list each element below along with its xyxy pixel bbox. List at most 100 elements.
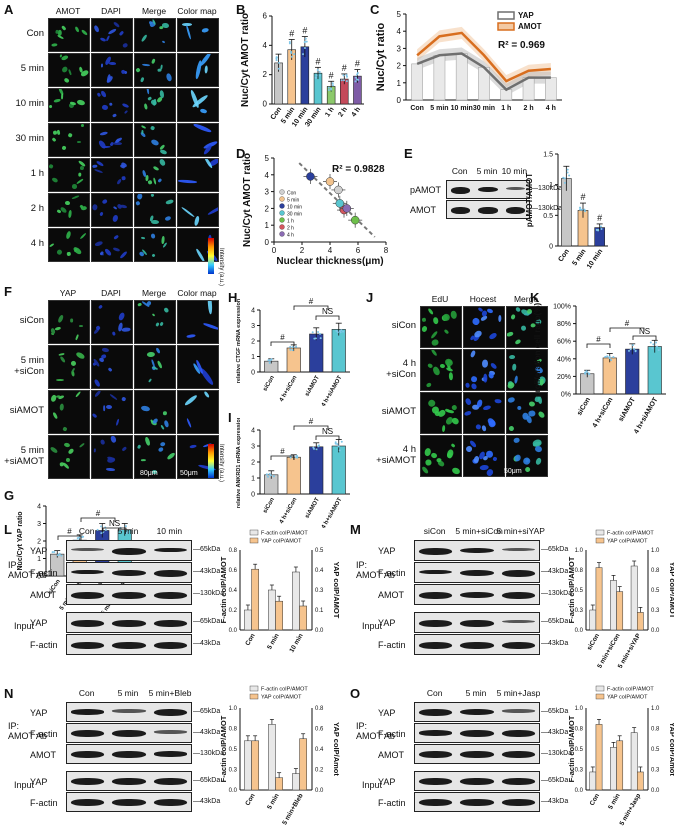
bar: [286, 347, 301, 373]
row-label: 2 h: [30, 203, 44, 214]
cell: [100, 439, 106, 445]
micrograph-tile: [420, 392, 462, 434]
y-tick-label: 0.5: [575, 747, 584, 753]
cell: [512, 363, 517, 371]
y2-tick-label: 0.8: [315, 706, 324, 712]
micrograph-tile: [48, 88, 90, 122]
cell: [52, 130, 58, 135]
y2-tick-label: 0.1: [315, 608, 324, 614]
legend-label: 4 h: [287, 233, 294, 239]
blot-band: [419, 778, 453, 785]
y-tick-label: 0: [251, 492, 255, 499]
bar: [610, 580, 617, 631]
data-point: [104, 529, 107, 532]
chart-n: 0.0 0.0 0.3 0.2 0.5 0.4 0.8 0.6 1.0 0.8 Con 5 min 5 …: [219, 685, 341, 826]
x-tick-label: Con: [244, 632, 256, 646]
cell: [146, 89, 150, 94]
y2-tick-label: 0.3: [651, 608, 660, 614]
y-tick-label: 0.2: [229, 608, 238, 614]
row-label: YAP: [30, 707, 48, 718]
cell: [103, 247, 113, 257]
x-tick-label: 4 h: [546, 105, 556, 112]
ip-label: IP: AMOT Ab: [8, 720, 47, 741]
cell: [144, 436, 152, 447]
cell: [185, 418, 192, 429]
row-label: F-actin: [378, 640, 406, 650]
data-point: [317, 330, 320, 333]
cell: [62, 425, 68, 432]
cell: [76, 99, 85, 107]
y-tick-label: 1.0: [229, 706, 238, 712]
significance-mark: NS: [322, 427, 333, 436]
y-tick-label: 0.5: [575, 588, 584, 594]
y-axis-label: Nuc/Cyt AMOT ratio: [240, 13, 251, 107]
x-tick-label: 5 min: [571, 248, 587, 267]
significance-mark: #: [355, 59, 360, 69]
y2-tick-label: 0.3: [315, 588, 324, 594]
cell: [186, 334, 196, 338]
legend-swatch: [595, 529, 605, 536]
blot-strip: [66, 723, 192, 743]
y-tick-label: 4: [251, 308, 255, 315]
row-label: F-actin: [30, 640, 58, 650]
y-tick-label: 0.0: [229, 628, 238, 634]
row-label: AMOT: [30, 749, 56, 760]
cell: [207, 301, 213, 315]
data-point: [354, 80, 357, 83]
micrograph-tile: [91, 435, 133, 479]
cell: [105, 34, 111, 41]
cell: [473, 329, 484, 339]
cell: [514, 307, 521, 313]
cell: [74, 333, 79, 341]
data-point: [579, 208, 582, 211]
x-tick-label: 4 h+siAMOT: [321, 375, 344, 406]
blot-band: [460, 569, 494, 576]
cell: [101, 347, 110, 353]
cell: [67, 69, 72, 76]
micrograph-tile: [177, 193, 219, 227]
row-label: 30 min: [15, 133, 44, 144]
blot-band: [71, 569, 105, 575]
bar: [610, 747, 617, 791]
cell: [164, 215, 172, 222]
data-point: [269, 474, 272, 477]
blot-band: [112, 730, 146, 737]
cell: [120, 396, 126, 402]
row-label: YAP: [378, 776, 396, 787]
data-point: [325, 177, 335, 186]
x-tick-label: 8: [384, 246, 389, 255]
cell: [60, 93, 64, 100]
micrograph-tile: [177, 88, 219, 122]
cell: [94, 168, 104, 174]
kda-label: —43kDa: [541, 728, 569, 736]
cell: [513, 375, 519, 384]
micrograph-tile: [91, 88, 133, 122]
data-point: [272, 475, 275, 478]
kda-label: —65kDa: [541, 618, 569, 625]
y-tick-label: 3: [251, 444, 255, 451]
micrograph-tile: [134, 193, 176, 227]
legend-swatch: [595, 685, 605, 692]
blot-band: [460, 619, 494, 627]
significance-bracket: [315, 315, 340, 320]
y-tick-label: 1: [37, 556, 41, 563]
data-point: [127, 530, 130, 533]
x-tick-label: 30 min: [473, 105, 495, 112]
data-point: [60, 554, 63, 557]
micrograph-tile: [506, 435, 548, 477]
chart-o: 0.0 0.0 0.3 0.3 0.5 0.5 0.8 0.8 1.0 1.0 Con 5 min5 …: [567, 685, 674, 827]
significance-bracket: [57, 535, 82, 540]
cell: [426, 307, 434, 316]
x-tick-label: 5 min: [607, 792, 622, 810]
kda-label: —130kDa: [541, 749, 573, 757]
cell: [207, 203, 218, 216]
cell: [119, 249, 129, 259]
micrograph-tile: [506, 349, 548, 391]
cell: [71, 367, 76, 373]
input-label: Input: [14, 779, 35, 790]
cell: [158, 321, 164, 328]
data-point: [339, 330, 342, 333]
micrograph-tile: [91, 158, 133, 192]
y-tick-label: 1: [251, 354, 255, 361]
